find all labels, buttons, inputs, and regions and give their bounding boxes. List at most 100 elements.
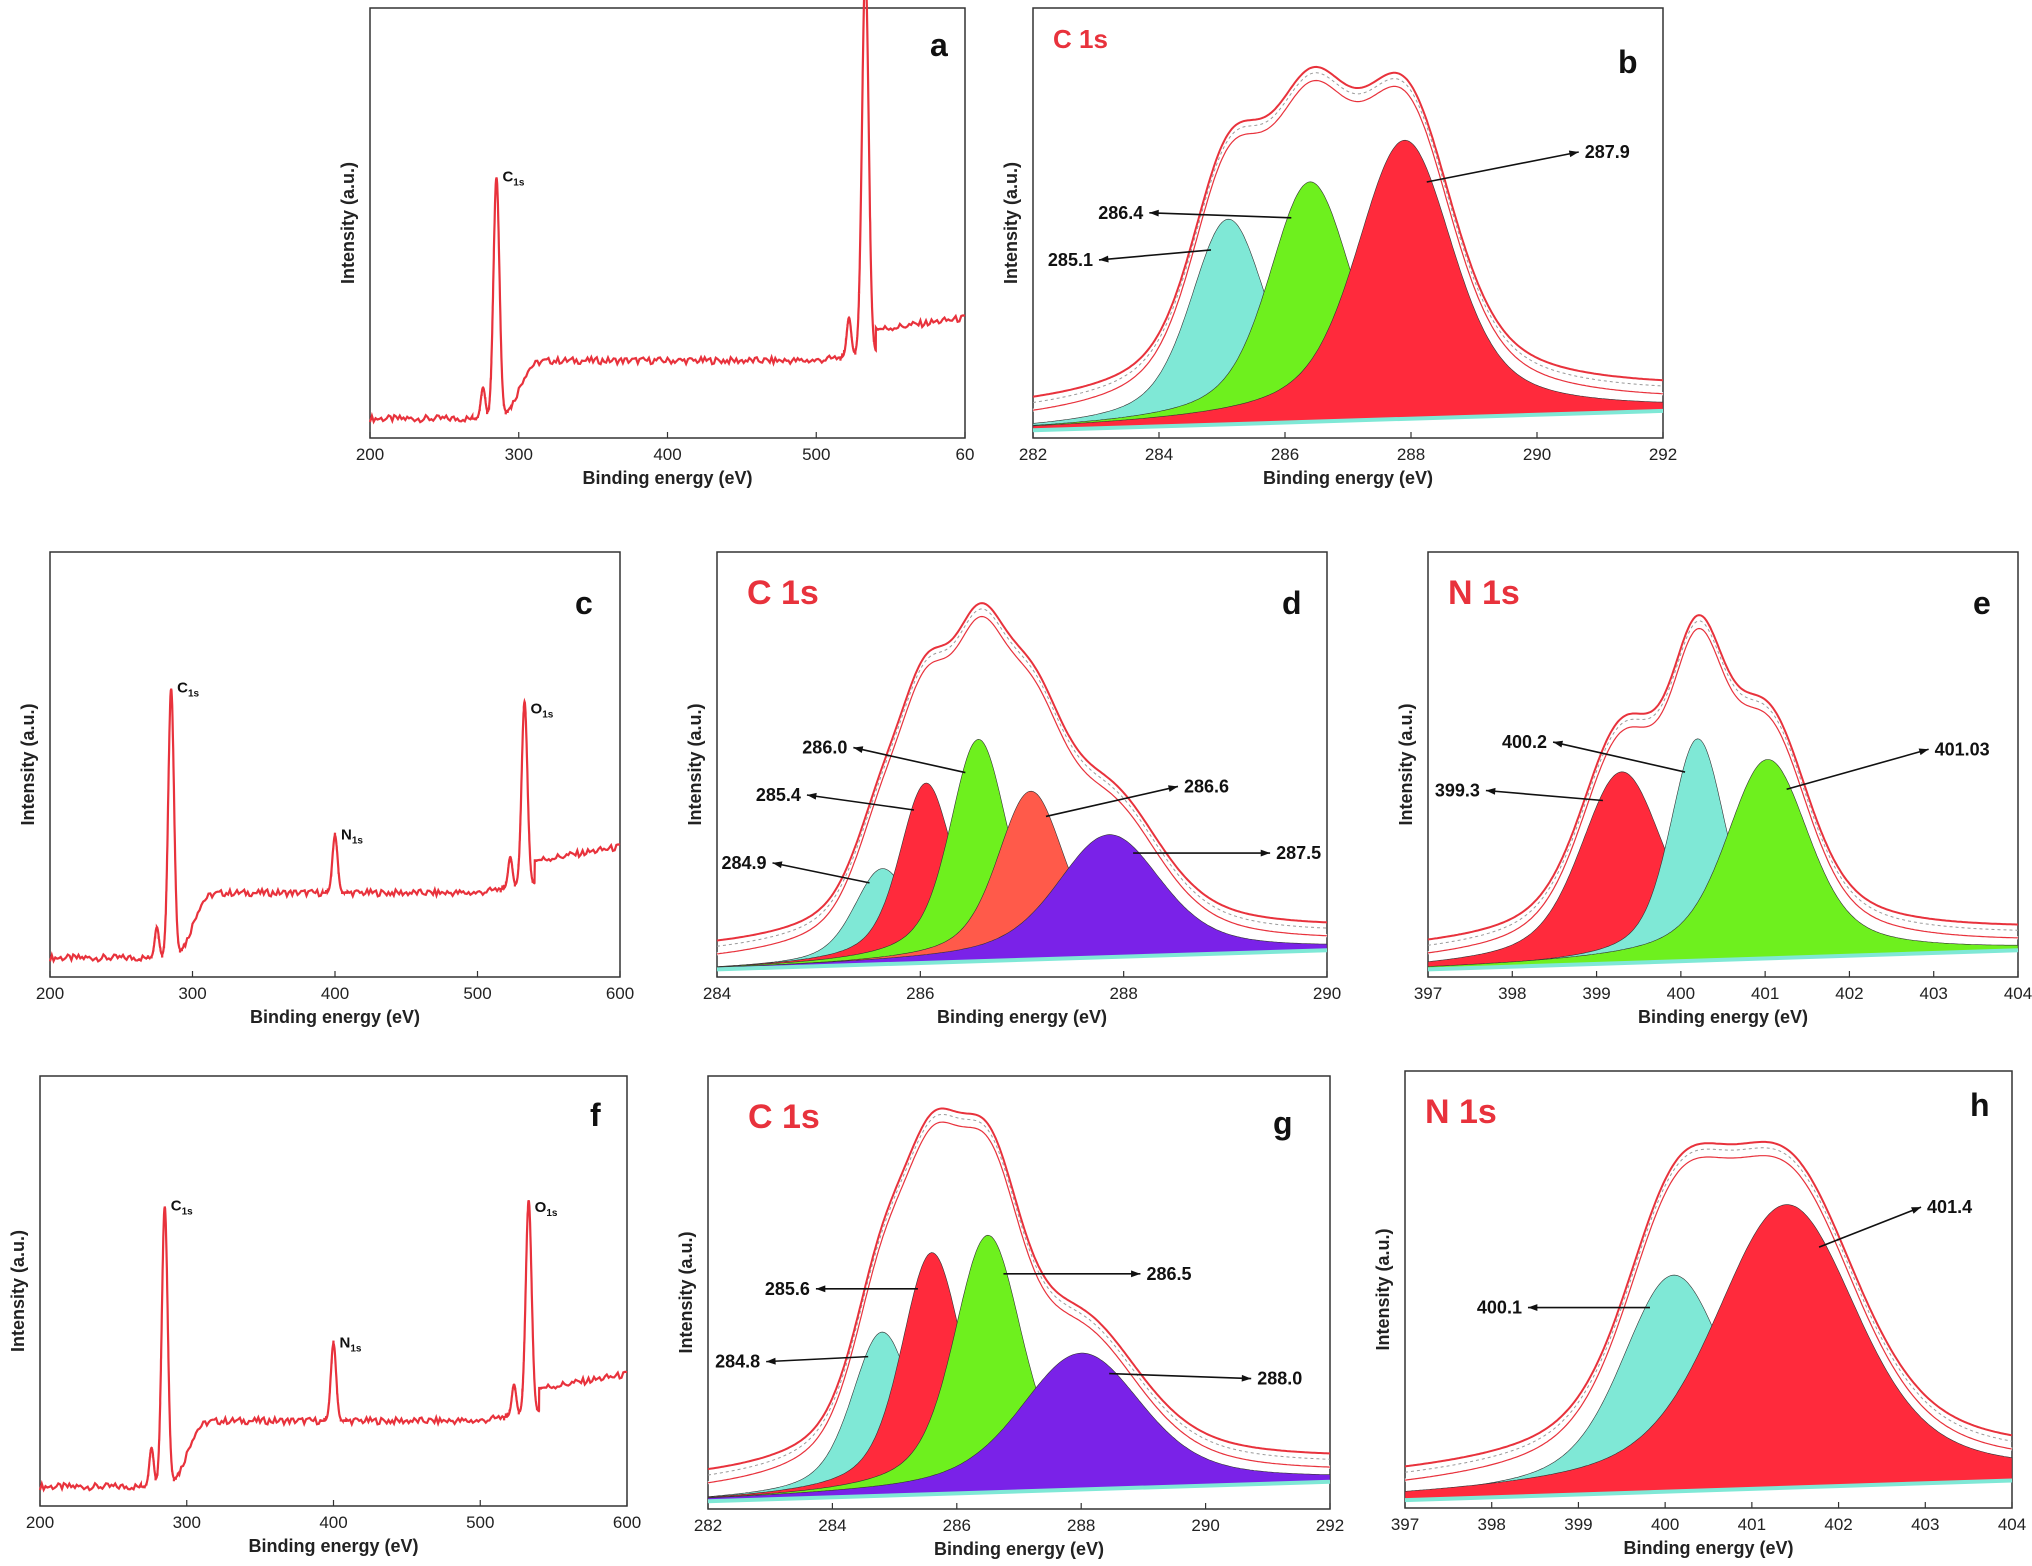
y-axis-label: Intensity (a.u.)	[18, 703, 38, 825]
x-tick-label: 284	[703, 984, 731, 1003]
x-tick-label: 400	[1651, 1515, 1679, 1534]
x-tick-label: 200	[26, 1513, 54, 1532]
x-tick-label: 404	[2004, 984, 2032, 1003]
peak-arrow	[766, 1355, 869, 1363]
raw-data-line	[1032, 72, 1664, 403]
chart-panel-a: 200 300 400 500 60 Binding energy (eV) Intensi…	[338, 0, 975, 488]
peak-label: 401.03	[1935, 739, 1990, 759]
y-axis-label: Intensity (a.u.)	[8, 1230, 28, 1352]
panel-letter: d	[1282, 585, 1302, 621]
chart-panel-c: 200 300 400 500 600 Binding energy (eV) Intens…	[18, 551, 634, 1027]
peak-arrowhead	[1098, 255, 1109, 263]
x-tick-label: 402	[1824, 1515, 1852, 1534]
x-tick-label: 401	[1738, 1515, 1766, 1534]
x-tick-label: 400	[319, 1513, 347, 1532]
x-tick-label: 286	[1271, 445, 1299, 464]
y-axis-label: Intensity (a.u.)	[685, 703, 705, 825]
peak-arrow	[1552, 741, 1686, 773]
envelope-fit-line	[707, 1107, 1330, 1471]
x-tick-label: 500	[463, 984, 491, 1003]
x-axis-label: Binding energy (eV)	[934, 1539, 1104, 1559]
peak-label: 287.9	[1585, 142, 1630, 162]
x-tick-label: 400	[653, 445, 681, 464]
survey-spectrum-line	[368, 0, 966, 425]
x-tick-label: 400	[321, 984, 349, 1003]
x-tick-label: 600	[613, 1513, 641, 1532]
panel-letter: c	[575, 585, 593, 621]
chart-panel-d: 284 286 288 290 Binding energy (eV) Intensity…	[685, 551, 1341, 1027]
peak-arrowhead	[1568, 150, 1579, 158]
x-tick-label: 399	[1582, 984, 1610, 1003]
envelope-inner-line	[1404, 1155, 2013, 1481]
orbital-title: C 1s	[1053, 24, 1108, 54]
raw-data-line	[716, 608, 1328, 947]
y-axis-label: Intensity (a.u.)	[1373, 1228, 1393, 1350]
x-tick-label: 286	[943, 1516, 971, 1535]
peak-arrowhead	[1911, 1207, 1922, 1214]
peak-label: 284.9	[721, 853, 766, 873]
peak-arrowhead	[766, 1357, 776, 1365]
x-tick-label: 397	[1391, 1515, 1419, 1534]
x-tick-label: 284	[1145, 445, 1173, 464]
peak-arrow	[1045, 785, 1179, 818]
peak-label: 286.6	[1184, 776, 1229, 796]
x-tick-label: 397	[1414, 984, 1442, 1003]
peak-label: 400.2	[1502, 732, 1547, 752]
peak-arrowhead	[815, 1285, 826, 1293]
peak-label: 284.8	[715, 1352, 760, 1372]
envelope-inner-line	[716, 615, 1328, 955]
x-tick-label: 402	[1835, 984, 1863, 1003]
x-tick-label: 284	[818, 1516, 846, 1535]
chart-panel-b: 282 284 286 288 290 292 Binding energy (eV) Int…	[1001, 7, 1677, 488]
x-tick-label: 300	[178, 984, 206, 1003]
envelope-inner-line	[1427, 627, 2019, 954]
x-axis-label: Binding energy (eV)	[1623, 1538, 1793, 1558]
peak-arrow	[853, 746, 966, 774]
x-tick-label: 399	[1564, 1515, 1592, 1534]
envelope-fit-line	[1427, 614, 2018, 941]
plot-frame	[716, 551, 1328, 978]
x-tick-label: 290	[1523, 445, 1551, 464]
peak-arrow	[1786, 748, 1929, 791]
raw-data-line	[1404, 1147, 2013, 1473]
plot-frame	[1032, 7, 1664, 439]
envelope-fit-line	[1404, 1140, 2013, 1468]
panel-letter: h	[1970, 1087, 1990, 1123]
x-tick-label: 286	[906, 984, 934, 1003]
panel-letter: b	[1618, 44, 1638, 80]
y-axis-label: Intensity (a.u.)	[1001, 162, 1021, 284]
peak-label: 286.5	[1146, 1264, 1191, 1284]
background-baseline	[1032, 408, 1664, 433]
plot-frame	[707, 1075, 1331, 1510]
peak-label: 401.4	[1927, 1197, 1972, 1217]
peak-arrowhead	[853, 746, 864, 753]
x-tick-label: 290	[1191, 1516, 1219, 1535]
x-tick-label: 292	[1316, 1516, 1344, 1535]
peak-label: 400.1	[1477, 1298, 1522, 1318]
peak-label: 286.4	[1098, 203, 1143, 223]
x-tick-label: 404	[1998, 1515, 2026, 1534]
peak-arrowhead	[1241, 1374, 1252, 1382]
x-tick-label: 60	[956, 445, 975, 464]
survey-spectrum-line	[38, 1200, 628, 1493]
x-tick-label: 300	[505, 445, 533, 464]
peak-arrowhead	[1918, 748, 1929, 756]
peak-label: 286.0	[802, 738, 847, 758]
envelope-inner-line	[707, 1121, 1331, 1484]
peak-arrow	[1109, 1372, 1252, 1380]
x-tick-label: 290	[1313, 984, 1341, 1003]
x-axis-label: Binding energy (eV)	[248, 1536, 418, 1556]
x-tick-label: 401	[1751, 984, 1779, 1003]
peak-label: 285.4	[756, 785, 801, 805]
x-tick-label: 600	[606, 984, 634, 1003]
x-tick-label: 282	[1019, 445, 1047, 464]
x-tick-label: 288	[1067, 1516, 1095, 1535]
raw-data-line	[1427, 620, 2018, 946]
peak-arrow	[1149, 211, 1292, 219]
envelope-fit-line	[1032, 65, 1664, 398]
x-axis-label: Binding energy (eV)	[582, 468, 752, 488]
peak-arrow	[1098, 249, 1212, 261]
